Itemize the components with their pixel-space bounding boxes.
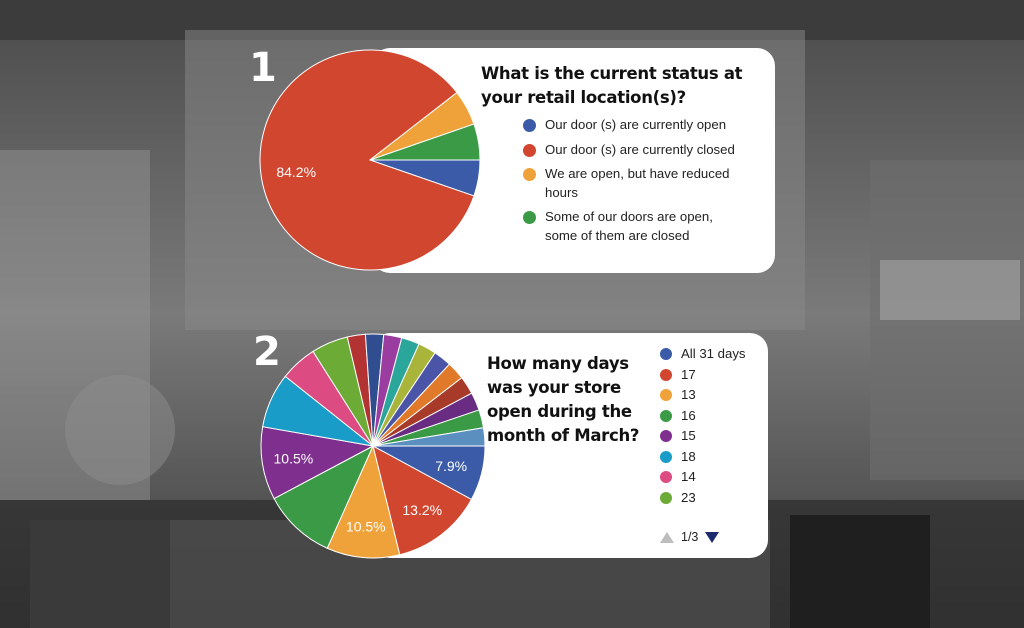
legend-label: We are open, but have reduced hours	[545, 166, 730, 200]
legend-label: All 31 days	[681, 346, 746, 361]
pie-data-label: 7.9%	[435, 458, 467, 474]
legend-item: 15	[660, 428, 760, 445]
pie-data-label: 10.5%	[274, 451, 314, 467]
legend-label: 13	[681, 387, 696, 402]
pie-slice	[273, 444, 375, 549]
question-number-1: 1	[249, 45, 277, 91]
pie-data-label: 13.2%	[402, 502, 442, 518]
legend-pager: 1/3	[660, 530, 720, 544]
pie-slice	[259, 49, 475, 271]
legend-label: 16	[681, 407, 696, 423]
legend-item: 23	[660, 490, 760, 507]
legend-swatch	[523, 119, 536, 132]
legend-swatch	[660, 491, 672, 504]
pie-slice	[372, 445, 473, 556]
legend-item: Our door (s) are currently closed	[523, 141, 743, 160]
legend-swatch	[660, 368, 672, 381]
question-number-2: 2	[253, 329, 281, 375]
pie-data-label: 84.2%	[276, 164, 316, 180]
legend-label: Some of our doors are open, some of them…	[545, 209, 713, 243]
legend-swatch	[523, 211, 536, 224]
legend-swatch	[523, 168, 536, 181]
legend-swatch	[660, 409, 672, 422]
legend-label: 15	[681, 428, 696, 443]
legend-swatch	[660, 471, 672, 484]
page-up-icon[interactable]	[660, 531, 674, 543]
legend-label: 23	[681, 489, 696, 505]
legend-item: Our door (s) are currently open	[523, 116, 743, 135]
legend-item: 17	[660, 367, 760, 384]
pie-slice	[372, 427, 486, 447]
legend-label: 18	[681, 448, 696, 464]
legend-label: Our door (s) are currently closed	[545, 141, 735, 157]
legend-item: We are open, but have reduced hours	[523, 165, 743, 202]
legend-swatch	[660, 348, 672, 361]
legend-item: 16	[660, 408, 760, 425]
pie-slice	[369, 123, 481, 161]
chart-title-1: What is the current status at your retai…	[481, 64, 743, 107]
legend-swatch	[523, 143, 536, 157]
chart-legend-2: All 31 days 17 13 16 15 18 14 23	[660, 346, 760, 510]
legend-item: 13	[660, 387, 760, 404]
pie-slice	[326, 444, 401, 559]
legend-label: 17	[681, 366, 696, 382]
chart-title-2: How many days was your store open during…	[487, 354, 640, 445]
page-indicator: 1/3	[681, 530, 699, 544]
legend-item: 18	[660, 449, 760, 466]
legend-swatch	[660, 430, 672, 443]
chart-legend-1: Our door (s) are currently open Our door …	[523, 116, 743, 251]
legend-item: All 31 days	[660, 346, 760, 363]
page-down-icon[interactable]	[705, 531, 720, 543]
legend-item: 14	[660, 469, 760, 486]
legend-swatch	[660, 389, 672, 402]
pie-slice	[260, 426, 375, 500]
legend-label: 14	[681, 469, 696, 484]
legend-item: Some of our doors are open, some of them…	[523, 208, 743, 245]
pie-data-label: 10.5%	[346, 518, 386, 534]
legend-swatch	[660, 450, 672, 463]
legend-label: Our door (s) are currently open	[545, 117, 727, 132]
